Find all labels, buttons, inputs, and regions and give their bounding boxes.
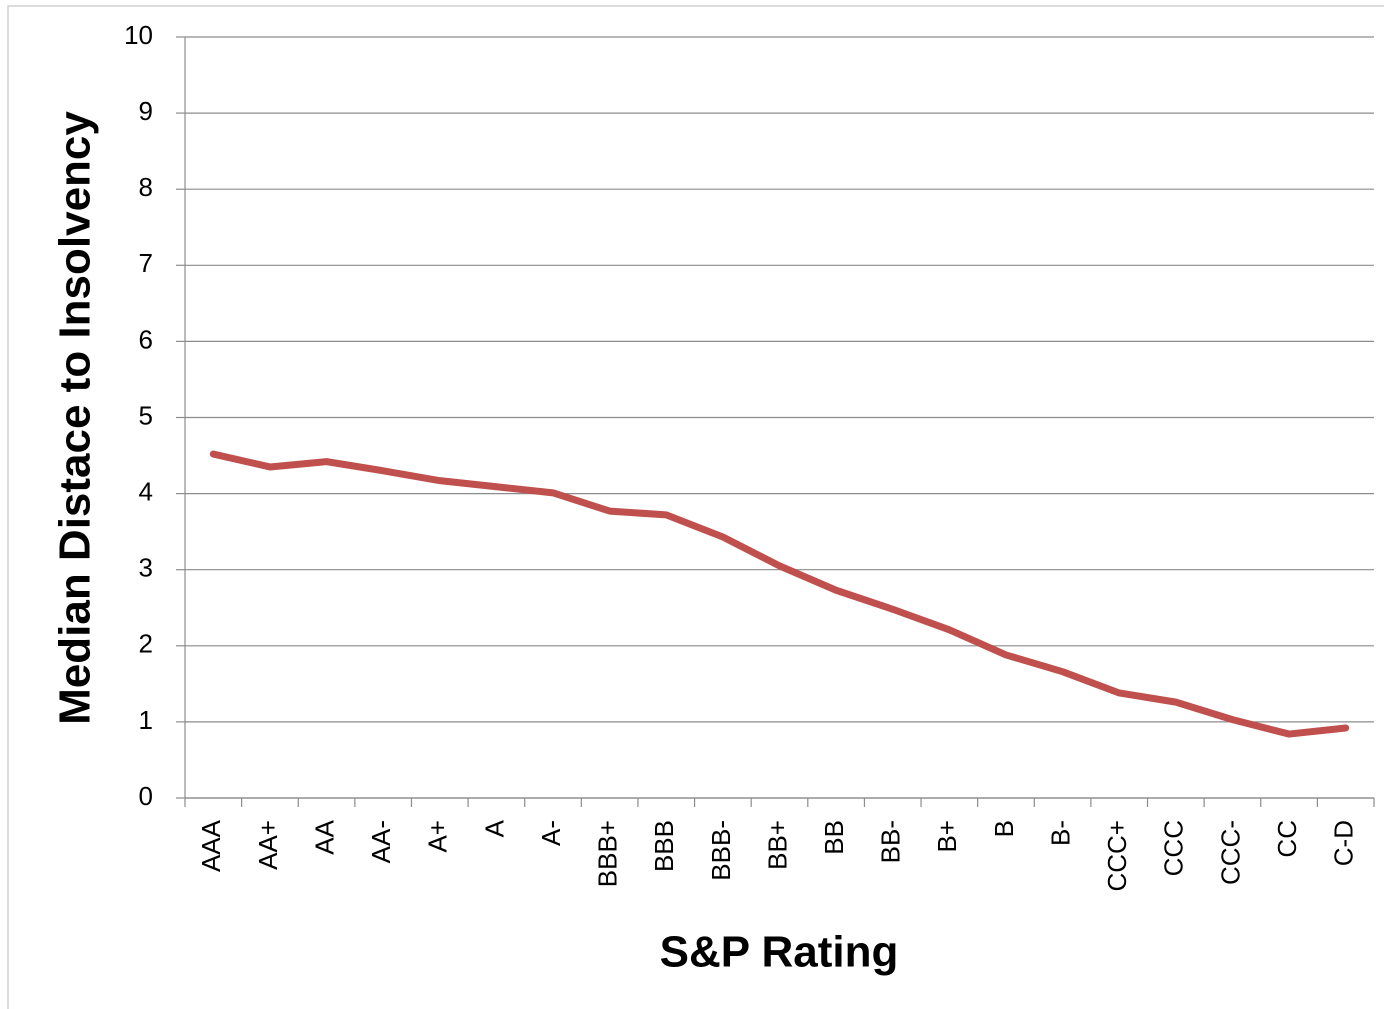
x-tick-label: CCC+: [1102, 820, 1132, 892]
y-axis-title: Median Distace to Insolvency: [51, 111, 100, 725]
chart-frame: [7, 5, 1384, 1009]
y-tick-label: 8: [139, 172, 153, 202]
x-tick-label: AA+: [253, 820, 283, 870]
y-tick-label: 5: [139, 400, 153, 430]
x-tick-label: BB+: [762, 820, 792, 870]
x-tick-label: B: [989, 820, 1019, 837]
y-tick-label: 4: [139, 476, 153, 506]
x-tick-label: BBB+: [593, 820, 623, 887]
x-tick-label: A: [479, 819, 509, 837]
data-line: [209, 450, 1350, 738]
x-tick-label: CCC: [1159, 820, 1189, 876]
x-tick-label: B+: [932, 820, 962, 853]
y-tick-label: 3: [139, 553, 153, 583]
x-tick-label: A+: [423, 820, 453, 853]
x-tick-label: B-: [1045, 820, 1075, 846]
x-axis-title: S&P Rating: [660, 928, 899, 977]
x-tick-label: A-: [536, 820, 566, 846]
x-tick-label: CCC-: [1215, 820, 1245, 885]
y-tick-label: 1: [139, 705, 153, 735]
y-tick-label: 0: [139, 781, 153, 811]
x-tick-label: CC: [1272, 820, 1302, 858]
x-tick-label: AAA: [196, 819, 226, 872]
x-tick-label: BBB: [649, 820, 679, 872]
x-tick-label: BBB-: [706, 820, 736, 881]
x-tick-label: C-D: [1329, 820, 1359, 866]
y-tick-label: 9: [139, 96, 153, 126]
y-tick-label: 10: [124, 20, 153, 50]
x-tick-label: BB: [819, 820, 849, 855]
x-tick-label: AA: [309, 819, 339, 854]
y-tick-label: 6: [139, 324, 153, 354]
y-tick-label: 2: [139, 629, 153, 659]
x-tick-label: AA-: [366, 820, 396, 863]
x-tick-label: BB-: [876, 820, 906, 863]
y-tick-label: 7: [139, 248, 153, 278]
